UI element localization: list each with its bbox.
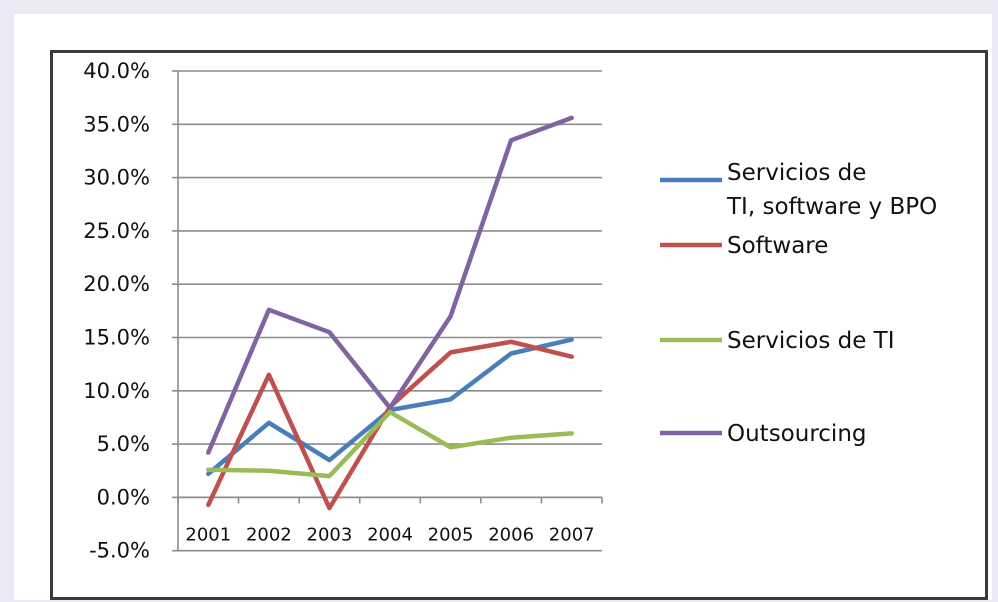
y-tick-label: 25.0% [83,219,150,243]
x-tick-labels: 2001 2002 2003 2004 2005 2006 2007 [185,525,594,546]
legend-label: Servicios de [727,160,866,186]
x-tick-label: 2005 [428,525,474,546]
x-tick-label: 2002 [246,525,292,546]
gridlines [178,70,602,552]
legend-label: Outsourcing [727,421,867,447]
y-tick-label: 10.0% [83,379,150,403]
x-tick-label: 2003 [307,525,353,546]
legend-label: Servicios de TI [727,328,895,354]
series-line-3 [206,115,574,455]
y-tick-label: 5.0% [97,432,150,456]
legend: Servicios de TI, software y BPO Software Se… [660,160,937,447]
legend-label: TI, software y BPO [726,194,937,220]
y-tick-label: -5.0% [89,539,150,563]
y-tick-label: 35.0% [83,112,150,136]
series-line-2 [206,409,574,479]
y-tick-label: 0.0% [97,485,150,509]
screenshot-background [14,14,992,600]
series-line-1 [206,339,574,511]
series-lines [206,115,574,511]
y-tick-label: 20.0% [83,272,150,296]
axes [172,70,603,552]
y-tick-labels: 40.0% 35.0% 30.0% 25.0% 20.0% 15.0% 10.0% 5.0% 0… [83,59,150,563]
y-tick-label: 15.0% [83,326,150,350]
x-tick-label: 2006 [488,525,534,546]
chart-frame [50,50,988,600]
x-tick-label: 2001 [185,525,231,546]
y-tick-label: 40.0% [83,59,150,83]
x-tick-label: 2004 [367,525,413,546]
legend-label: Software [727,233,828,259]
x-tick-label: 2007 [549,525,595,546]
y-tick-label: 30.0% [83,166,150,190]
